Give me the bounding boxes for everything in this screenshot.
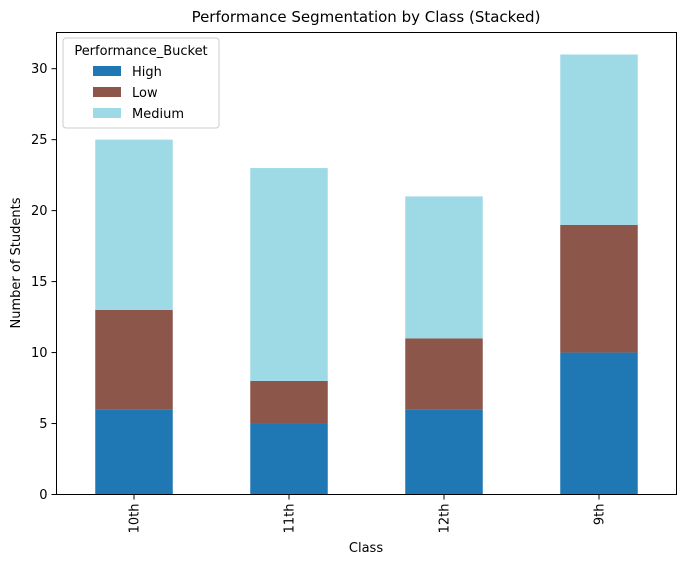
y-tick-label: 15 bbox=[31, 275, 48, 290]
chart-title: Performance Segmentation by Class (Stack… bbox=[192, 8, 541, 26]
x-tick-label: 12th bbox=[438, 504, 453, 534]
bar-9th-low bbox=[560, 224, 638, 353]
bars-layer bbox=[95, 54, 638, 495]
x-tick-label: 9th bbox=[593, 504, 608, 526]
bar-12th-low bbox=[405, 338, 483, 410]
legend: Performance_Bucket High Low Medium bbox=[62, 37, 220, 129]
y-tick-label: 5 bbox=[39, 417, 47, 432]
legend-label-medium: Medium bbox=[132, 107, 184, 122]
bar-11th-high bbox=[250, 423, 328, 495]
legend-title: Performance_Bucket bbox=[74, 44, 207, 59]
bar-12th-medium bbox=[405, 196, 483, 339]
x-tick-label: 10th bbox=[128, 504, 143, 534]
x-axis-label: Class bbox=[349, 541, 383, 556]
legend-label-low: Low bbox=[132, 86, 158, 101]
bar-10th-high bbox=[95, 409, 173, 495]
bar-10th-medium bbox=[95, 139, 173, 310]
y-tick-label: 25 bbox=[31, 133, 48, 148]
bar-9th-medium bbox=[560, 54, 638, 225]
y-axis: 0 5 10 15 20 25 30 bbox=[31, 62, 57, 503]
bar-11th-low bbox=[250, 380, 328, 424]
y-axis-label: Number of Students bbox=[9, 197, 24, 328]
x-axis: 10th 11th 12th 9th bbox=[128, 494, 608, 534]
y-tick-label: 0 bbox=[39, 488, 47, 503]
legend-label-high: High bbox=[132, 65, 162, 80]
plot-frame bbox=[56, 32, 677, 495]
y-tick-label: 20 bbox=[31, 204, 48, 219]
x-tick-label: 11th bbox=[283, 504, 298, 534]
legend-box bbox=[62, 37, 220, 129]
bar-12th-high bbox=[405, 409, 483, 495]
bar-10th-low bbox=[95, 309, 173, 410]
legend-swatch-low bbox=[93, 87, 121, 97]
legend-swatch-high bbox=[93, 66, 121, 76]
bar-11th-medium bbox=[250, 168, 328, 381]
legend-swatch-medium bbox=[93, 108, 121, 118]
y-tick-label: 30 bbox=[31, 62, 48, 77]
bar-9th-high bbox=[560, 352, 638, 495]
y-tick-label: 10 bbox=[31, 346, 48, 361]
